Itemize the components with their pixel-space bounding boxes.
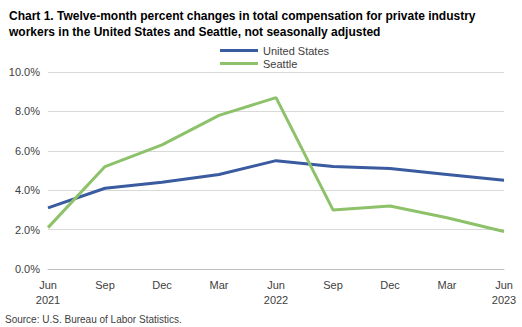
svg-text:Chart 1. Twelve-month percent: Chart 1. Twelve-month percent changes in…: [9, 9, 479, 23]
svg-text:6.0%: 6.0%: [15, 145, 40, 157]
svg-text:2023: 2023: [492, 294, 516, 306]
svg-text:Sep: Sep: [323, 279, 343, 291]
svg-text:Jun: Jun: [495, 279, 513, 291]
svg-text:8.0%: 8.0%: [15, 105, 40, 117]
svg-text:Jun: Jun: [39, 279, 57, 291]
svg-text:2021: 2021: [36, 294, 60, 306]
svg-text:Seattle: Seattle: [263, 58, 297, 70]
svg-text:Source: U.S. Bureau of Labor S: Source: U.S. Bureau of Labor Statistics.: [5, 314, 182, 325]
svg-text:10.0%: 10.0%: [9, 66, 40, 78]
svg-text:Jun: Jun: [267, 279, 285, 291]
svg-text:2022: 2022: [264, 294, 288, 306]
svg-text:0.0%: 0.0%: [15, 263, 40, 275]
svg-text:2.0%: 2.0%: [15, 224, 40, 236]
svg-text:Dec: Dec: [380, 279, 400, 291]
svg-text:Mar: Mar: [438, 279, 457, 291]
svg-text:United States: United States: [263, 45, 330, 57]
svg-text:Dec: Dec: [152, 279, 172, 291]
svg-text:4.0%: 4.0%: [15, 184, 40, 196]
svg-text:workers in the United States a: workers in the United States and Seattle…: [8, 25, 380, 39]
svg-text:Sep: Sep: [95, 279, 115, 291]
svg-text:Mar: Mar: [210, 279, 229, 291]
